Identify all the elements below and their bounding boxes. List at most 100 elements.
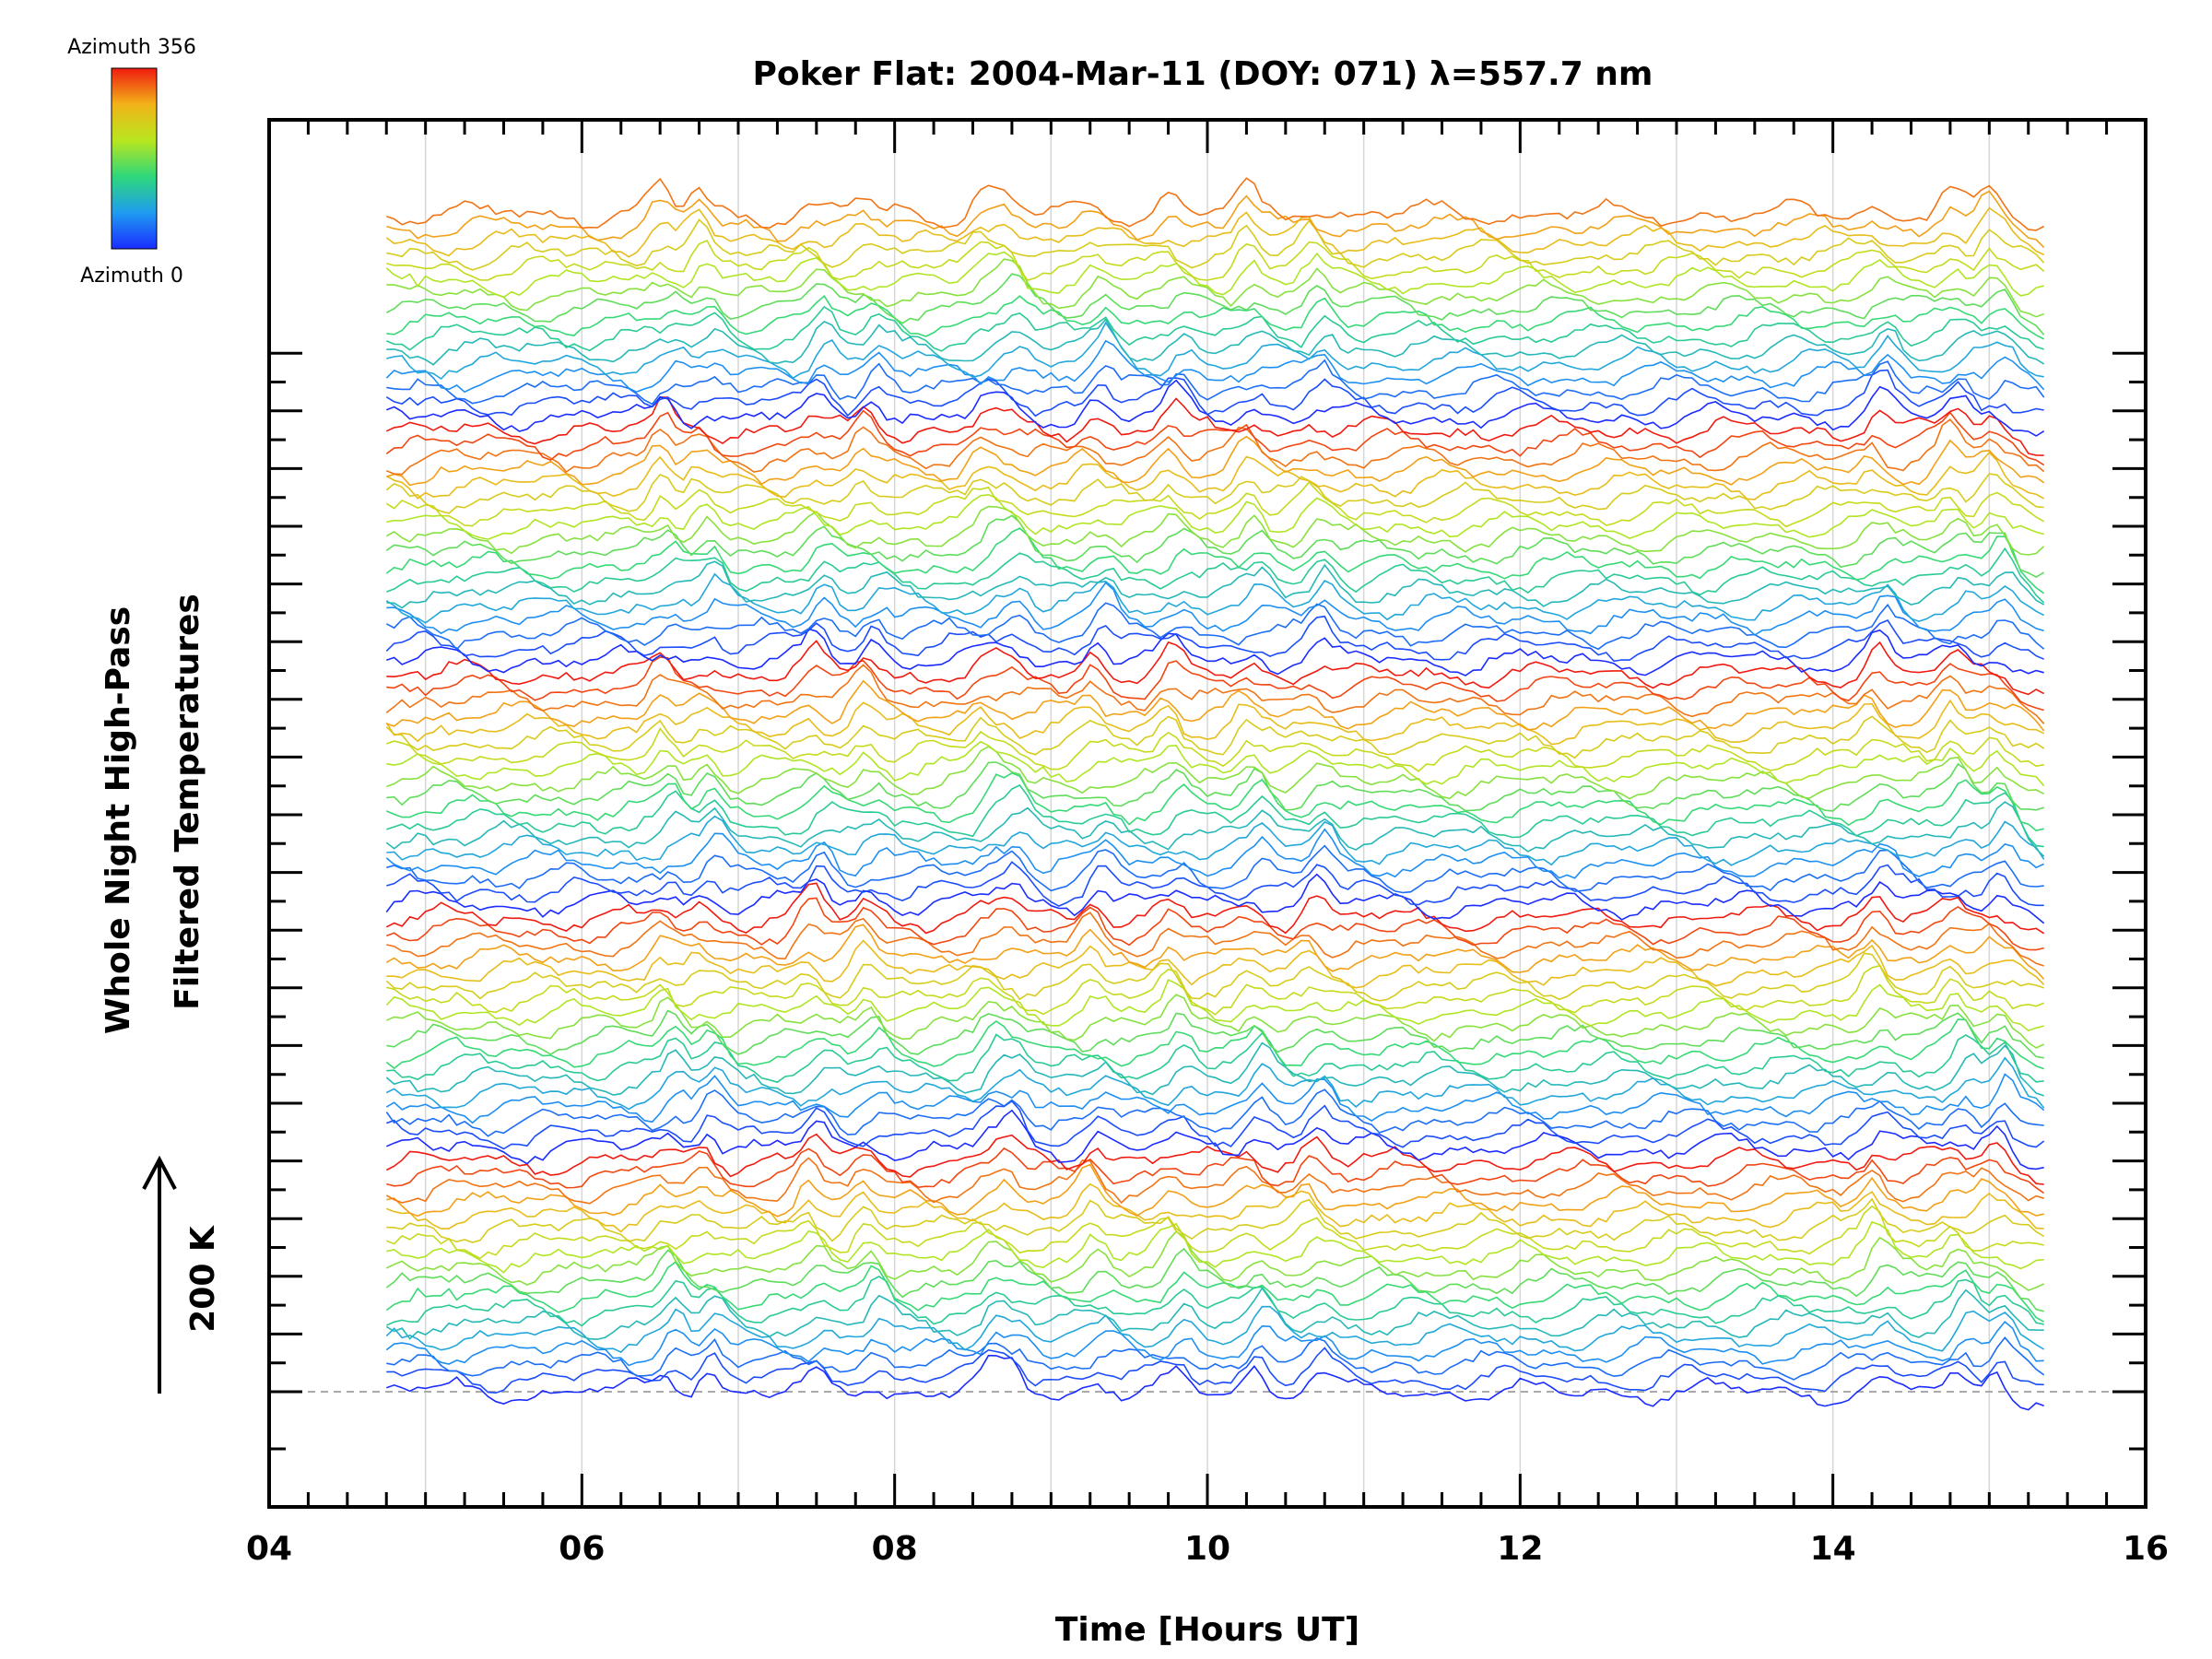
- y-axis-title-line2: Filtered Temperatures: [169, 594, 206, 1010]
- series-line: [385, 480, 2045, 528]
- series-line: [386, 1205, 2044, 1260]
- series-line: [385, 1041, 2044, 1097]
- series-line: [385, 1261, 2045, 1323]
- y-axis-title-line1: Whole Night High-Pass: [100, 606, 137, 1034]
- series-line: [385, 572, 2045, 624]
- series-line: [386, 582, 2044, 637]
- series-line: [386, 1009, 2044, 1059]
- series-line: [386, 239, 2045, 282]
- series-line: [385, 715, 2045, 759]
- series-line: [385, 615, 2045, 663]
- x-axis-title: Time [Hours UT]: [1055, 1611, 1359, 1649]
- series-line: [385, 1320, 2044, 1367]
- series-line: [386, 1182, 2044, 1233]
- series-line: [385, 1073, 2045, 1124]
- series-line: [386, 321, 2044, 381]
- series-line: [385, 873, 2045, 924]
- x-tick-label: 12: [1497, 1530, 1543, 1568]
- series-line: [386, 861, 2044, 907]
- series-line: [385, 1247, 2044, 1312]
- series-line: [385, 206, 2045, 258]
- series-line: [385, 418, 2045, 476]
- series-line: [386, 783, 2044, 848]
- series-line: [385, 514, 2045, 579]
- series-line: [386, 939, 2045, 989]
- series-line: [385, 699, 2045, 746]
- series-line: [385, 505, 2045, 556]
- series-line: [385, 251, 2044, 299]
- series-line: [385, 1287, 2044, 1340]
- series-line: [385, 1056, 2045, 1111]
- series-line: [386, 177, 2045, 231]
- series-line: [386, 218, 2045, 271]
- series-line: [386, 740, 2045, 787]
- series-line: [385, 994, 2045, 1049]
- series-line: [385, 771, 2044, 831]
- series-line: [386, 493, 2044, 540]
- scale-bar-label: 200 K: [184, 1225, 222, 1333]
- series-line: [386, 964, 2045, 1016]
- series-line: [386, 560, 2045, 609]
- series-line: [385, 952, 2044, 1002]
- axis-ticks: [267, 120, 2147, 1507]
- x-tick-label: 16: [2123, 1530, 2169, 1568]
- x-tick-label: 14: [1810, 1530, 1856, 1568]
- series-line: [385, 801, 2045, 857]
- series-line: [385, 339, 2045, 394]
- series-line: [385, 602, 2045, 651]
- series-line: [386, 726, 2044, 772]
- series-line: [385, 1109, 2044, 1171]
- series-line: [386, 318, 2045, 366]
- series-line: [385, 305, 2044, 352]
- series-line: [385, 979, 2044, 1032]
- series-line: [386, 761, 2044, 812]
- series-line: [385, 882, 2045, 935]
- series-line: [386, 359, 2045, 406]
- series-line: [386, 628, 2044, 677]
- series-line: [386, 640, 2045, 696]
- series-line: [385, 409, 2045, 466]
- series-line: [386, 258, 2044, 318]
- series-line: [386, 1100, 2045, 1150]
- series-line: [385, 1018, 2044, 1070]
- series-line: [385, 273, 2045, 335]
- x-tick-label: 08: [872, 1530, 918, 1568]
- series-line: [385, 1133, 2044, 1185]
- series-line: [386, 844, 2044, 894]
- series-line: [385, 451, 2045, 500]
- series-line: [385, 473, 2044, 514]
- series-line: [386, 1163, 2044, 1218]
- series-line: [385, 828, 2045, 879]
- series-line: [385, 1305, 2045, 1354]
- series-line: [386, 679, 2045, 732]
- series-line: [385, 1230, 2045, 1291]
- series-line: [386, 1354, 2044, 1411]
- series-line: [386, 912, 2044, 967]
- x-tick-label: 04: [246, 1530, 292, 1568]
- colorbar-top-label: Azimuth 356: [67, 36, 196, 59]
- series-line: [385, 664, 2045, 724]
- series-line: [385, 1088, 2044, 1137]
- series-group: [385, 177, 2045, 1411]
- series-line: [386, 547, 2045, 604]
- series-line: [386, 435, 2045, 487]
- series-line: [386, 815, 2045, 866]
- scale-arrow: [142, 1155, 177, 1394]
- series-line: [385, 527, 2045, 594]
- series-line: [386, 1220, 2044, 1274]
- series-line: [385, 1157, 2044, 1205]
- x-tick-label: 06: [559, 1530, 605, 1568]
- series-line: [385, 1275, 2044, 1327]
- series-line: [386, 379, 2045, 437]
- series-line: [386, 897, 2044, 951]
- series-line: [386, 1147, 2045, 1194]
- series-line: [386, 190, 2045, 249]
- series-line: [386, 294, 2045, 340]
- series-line: [386, 1197, 2045, 1243]
- colorbar: [111, 67, 158, 250]
- series-line: [385, 924, 2045, 980]
- series-line: [386, 746, 2045, 800]
- x-tick-label: 10: [1184, 1530, 1230, 1568]
- series-line: [386, 1336, 2045, 1381]
